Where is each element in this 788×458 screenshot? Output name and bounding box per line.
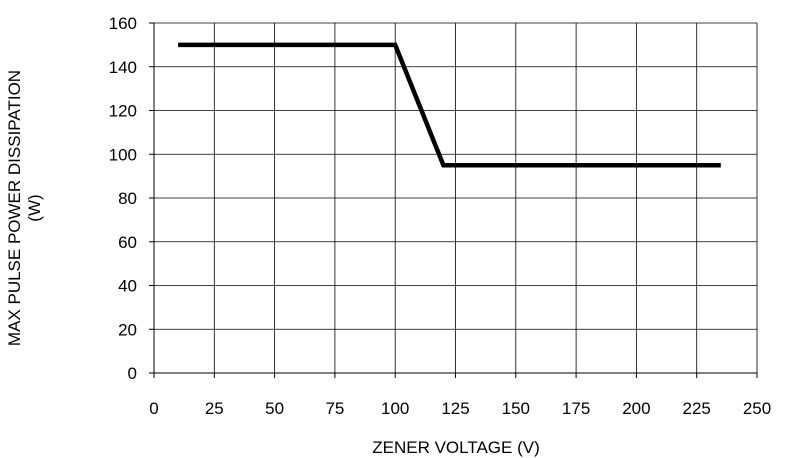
x-tick-label-10: 250	[743, 399, 771, 418]
y-tick-label-3: 60	[118, 233, 137, 252]
x-tick-label-4: 100	[381, 399, 409, 418]
y-axis-title: MAX PULSE POWER DISSIPATION (W)	[5, 70, 44, 346]
x-tick-label-9: 225	[683, 399, 711, 418]
x-tick-label-0: 0	[149, 399, 158, 418]
series-layer	[178, 42, 721, 168]
x-tick-label-1: 25	[205, 399, 224, 418]
y-tick-label-4: 80	[118, 189, 137, 208]
x-tick-label-8: 200	[622, 399, 650, 418]
y-tick-label-5: 100	[109, 145, 137, 164]
y-tick-label-1: 20	[118, 320, 137, 339]
tick-labels: 0 25 50 75 100 125 150 175 200 225 250 0 20 40 60 80 100…	[109, 14, 772, 418]
x-tick-label-6: 150	[502, 399, 530, 418]
y-tick-label-8: 160	[109, 14, 137, 33]
y-tick-label-0: 0	[128, 364, 137, 383]
x-tick-label-5: 125	[441, 399, 469, 418]
x-tick-label-3: 75	[325, 399, 344, 418]
y-tick-label-6: 120	[109, 102, 137, 121]
y-tick-label-7: 140	[109, 58, 137, 77]
grid	[153, 22, 758, 374]
x-tick-label-2: 50	[265, 399, 284, 418]
y-axis-title-line-2: (W)	[25, 194, 44, 221]
axes	[149, 22, 758, 378]
y-axis-title-line-1: MAX PULSE POWER DISSIPATION	[5, 70, 24, 346]
y-tick-label-2: 40	[118, 277, 137, 296]
x-tick-label-7: 175	[562, 399, 590, 418]
series-line-0	[178, 42, 721, 168]
x-axis-title: ZENER VOLTAGE (V)	[372, 438, 540, 457]
